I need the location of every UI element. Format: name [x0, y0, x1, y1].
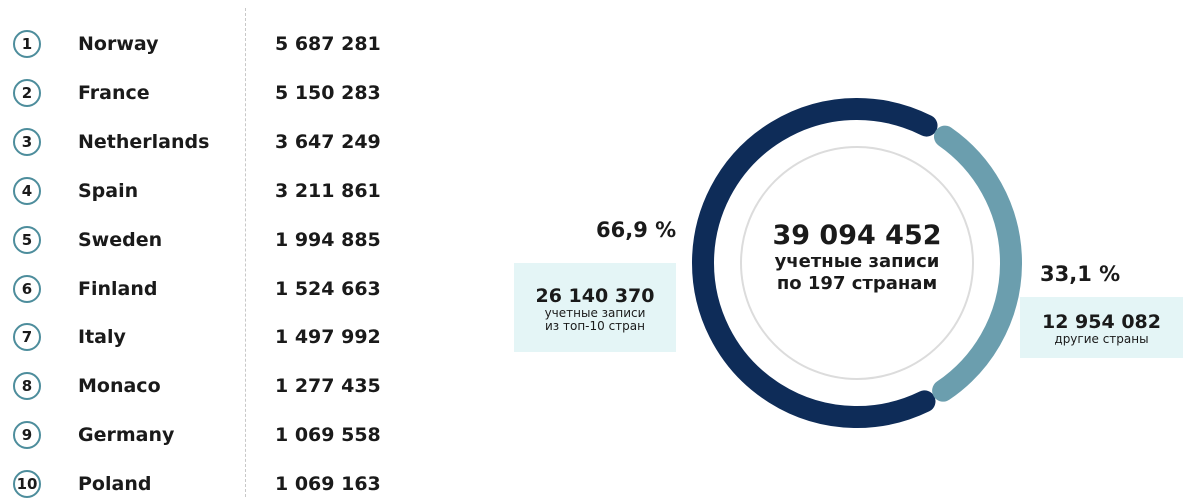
- rank-badge: 9: [13, 421, 41, 450]
- count: 26 140 370: [535, 285, 655, 307]
- country-name: Germany: [78, 424, 175, 447]
- rank-badge: 8: [13, 372, 41, 401]
- rank-badge: 7: [13, 323, 41, 352]
- rank-badge: 3: [13, 127, 41, 156]
- legend-box: 12 954 082 другие страны: [1020, 297, 1183, 358]
- total-label: учетные записи по 197 странам: [774, 251, 940, 294]
- country-name: Sweden: [78, 228, 163, 251]
- account-count: 3 211 861: [275, 179, 381, 202]
- account-count: 1 994 885: [275, 228, 381, 251]
- account-count: 5 150 283: [275, 81, 381, 104]
- category: другие страны: [1054, 332, 1149, 346]
- account-count: 1 524 663: [275, 277, 381, 300]
- legend-box: 26 140 370 учетные записи из топ-10 стра…: [514, 263, 676, 352]
- account-count: 1 069 163: [275, 473, 381, 496]
- country-name: Spain: [78, 179, 139, 202]
- account-count: 5 687 281: [275, 33, 381, 55]
- rank-badge: 2: [13, 78, 41, 107]
- rank-badge: 1: [13, 30, 41, 58]
- account-count: 3 647 249: [275, 130, 381, 153]
- percent-label: 66,9 %: [596, 218, 677, 242]
- country-name: Norway: [78, 33, 159, 55]
- inner-ring: [740, 146, 974, 380]
- country-name: Poland: [78, 473, 152, 496]
- account-count: 1 497 992: [275, 326, 381, 349]
- separator: [245, 8, 246, 497]
- donut-segment: [932, 125, 1022, 402]
- account-count: 1 277 435: [275, 375, 381, 398]
- rank-badge: 6: [13, 274, 41, 303]
- donut-segment: [692, 98, 938, 428]
- rank-badge: 5: [13, 225, 41, 254]
- country-name: France: [78, 81, 150, 104]
- total: 39 094 452: [772, 220, 942, 251]
- rank-badge: 4: [13, 176, 41, 205]
- percent-label: 33,1 %: [1040, 262, 1121, 286]
- count: 12 954 082: [1042, 311, 1161, 333]
- account-count: 1 069 558: [275, 424, 381, 447]
- category: учетные записи из топ-10 стран: [544, 306, 646, 333]
- country-name: Monaco: [78, 375, 161, 398]
- country-name: Italy: [78, 326, 126, 349]
- country-name: Netherlands: [78, 130, 210, 153]
- donut-center: 39 094 452 учетные записи по 197 странам: [757, 220, 957, 295]
- country-name: Finland: [78, 277, 158, 300]
